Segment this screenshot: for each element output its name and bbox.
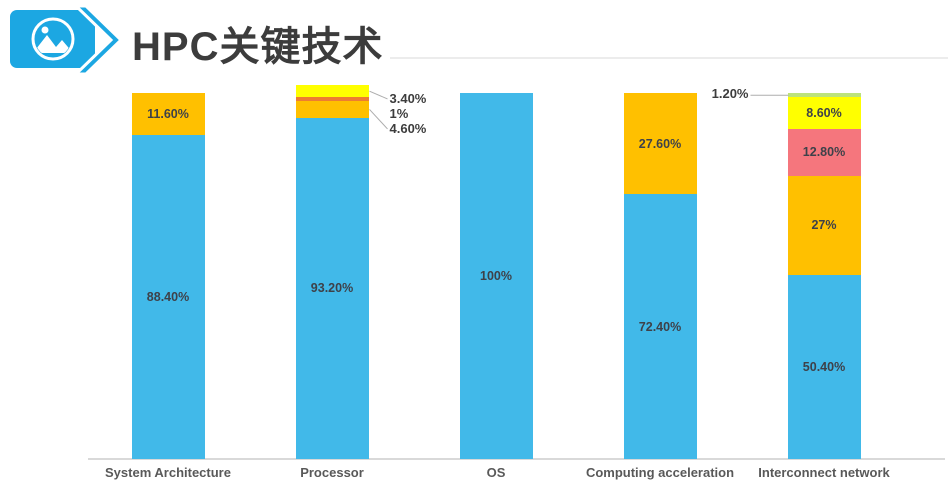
bar-segment: 88.40% (131, 135, 205, 459)
bar-segment: 8.60% (787, 97, 861, 129)
category-label: Interconnect network (758, 465, 890, 480)
callout-label: 4.60% (389, 120, 427, 136)
bar-segment: 100% (459, 93, 533, 459)
segment-value-label: 8.60% (806, 106, 842, 121)
chevron-right-icon (72, 4, 124, 76)
bar-segment: 12.80% (787, 128, 861, 176)
bar-segment: 27.60% (623, 93, 697, 195)
bar-segment (295, 97, 369, 102)
bar-segment: 93.20% (295, 117, 369, 459)
picture-icon-badge (10, 10, 95, 68)
page-title: HPC关键技术 (132, 25, 384, 69)
bar-segment: 11.60% (131, 93, 205, 136)
segment-value-label: 72.40% (638, 319, 682, 334)
callout-label: 1.20% (711, 86, 749, 102)
bar-segment (295, 101, 369, 118)
segment-value-label: 100% (480, 269, 512, 283)
segment-value-label: 88.40% (146, 290, 190, 305)
bar-segment: 27% (787, 175, 861, 275)
segment-value-label: 11.60% (147, 107, 189, 122)
segment-value-label: 12.80% (802, 145, 846, 160)
segment-value-label: 50.40% (802, 359, 846, 374)
header-underline (390, 57, 948, 59)
bar-segment: 50.40% (787, 274, 861, 459)
callout-label: 3.40% (389, 90, 427, 106)
bar-segment (295, 84, 369, 98)
segment-value-label: 27% (811, 218, 837, 233)
bar-segment: 72.40% (623, 194, 697, 459)
bar-segment (787, 93, 861, 98)
category-label: OS (486, 465, 506, 480)
x-axis-line (88, 458, 945, 460)
segment-value-label: 93.20% (310, 281, 354, 296)
category-label: Processor (300, 465, 364, 480)
segment-value-label: 27.60% (638, 136, 682, 151)
picture-icon (31, 17, 75, 61)
category-label: System Architecture (105, 465, 231, 480)
category-label: Computing acceleration (585, 465, 735, 480)
callout-label: 1% (389, 105, 409, 121)
